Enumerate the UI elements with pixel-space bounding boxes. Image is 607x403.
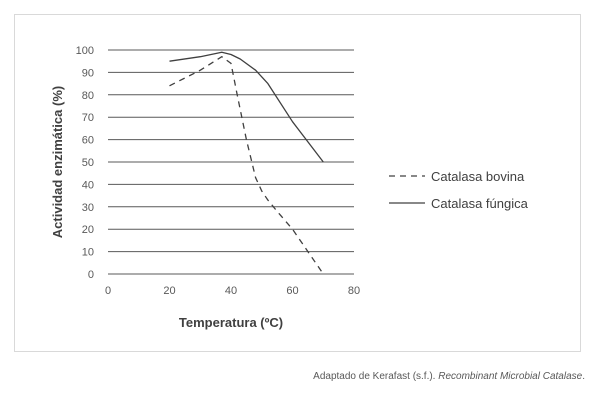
x-axis-title: Temperatura (ºC) — [179, 315, 283, 330]
caption-suffix: . — [582, 371, 585, 382]
caption-italic: Recombinant Microbial Catalase — [438, 371, 583, 382]
y-tick-label: 50 — [82, 157, 94, 169]
series-line-solid — [169, 51, 324, 163]
y-tick-label: 10 — [82, 247, 94, 259]
series-line-dashed — [169, 56, 324, 275]
y-tick-label: 70 — [82, 112, 94, 124]
source-caption: Adaptado de Kerafast (s.f.). Recombinant… — [313, 371, 585, 382]
gridlines — [108, 49, 354, 253]
y-tick-label: 30 — [82, 202, 94, 214]
series-lines — [169, 51, 324, 275]
y-tick-label: 80 — [82, 90, 94, 102]
y-axis-title: Actividad enzimática (%) — [50, 86, 65, 238]
x-tick-label: 20 — [163, 285, 175, 297]
legend-label: Catalasa bovina — [431, 169, 525, 184]
y-tick-label: 90 — [82, 67, 94, 79]
x-tick-label: 40 — [225, 285, 237, 297]
y-tick-label: 60 — [82, 135, 94, 147]
y-tick-label: 40 — [82, 179, 94, 191]
x-tick-label: 80 — [348, 285, 360, 297]
y-tick-label: 0 — [88, 269, 94, 281]
x-tick-label: 60 — [286, 285, 298, 297]
legend-label: Catalasa fúngica — [431, 196, 529, 211]
caption-prefix: Adaptado de Kerafast (s.f.). — [313, 371, 439, 382]
x-tick-label: 0 — [105, 285, 111, 297]
legend: Catalasa bovina Catalasa fúngica — [389, 169, 529, 211]
y-tick-label: 100 — [76, 45, 94, 57]
chart-frame — [14, 14, 581, 352]
axes: 0 10 20 30 40 50 60 70 80 90 100 0 20 40 60 80 — [76, 45, 360, 297]
y-tick-label: 20 — [82, 224, 94, 236]
